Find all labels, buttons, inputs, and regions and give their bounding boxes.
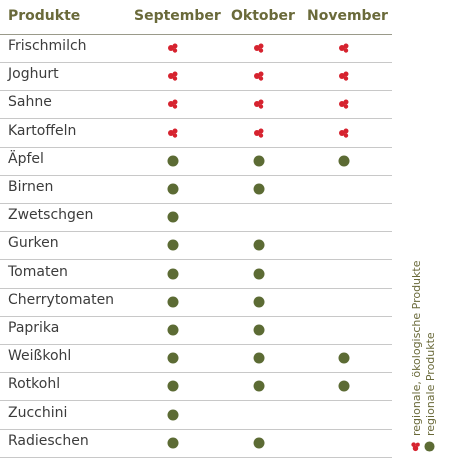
regional-dot-icon [338,155,350,167]
table-row: Kartoffeln [0,119,392,148]
organic-leaf-icon [254,43,264,53]
regional-dot-icon [338,380,350,392]
table-row: Frischmilch [0,34,392,63]
regional-dot-icon [167,183,179,195]
product-name: Radieschen [8,432,89,449]
regional-dot-icon [167,268,179,280]
regional-dot-icon [424,441,435,452]
regional-dot-icon [167,352,179,364]
table-row: Gurken [0,231,392,261]
product-name: Sahne [8,94,52,111]
legend-rotated: regionale, ökologische Produkte regional… [402,258,450,454]
organic-leaf-icon [168,128,178,138]
header-products: Produkte [8,8,81,24]
organic-leaf-icon [168,71,178,81]
organic-leaf-icon [254,99,264,110]
header-oktober: Oktober [231,8,295,24]
header-november: November [307,8,388,24]
regional-dot-icon [167,155,179,167]
table-row: Birnen [0,175,392,204]
legend-organic-label: regionale, ökologische Produkte [410,260,423,436]
organic-leaf-icon [411,442,420,452]
regional-dot-icon [167,437,179,449]
regional-dot-icon [253,155,265,167]
product-name: Cherrytomaten [8,291,115,308]
regional-dot-icon [167,409,179,421]
header-september: September [134,8,221,24]
regional-dot-icon [253,239,265,251]
regional-dot-icon [167,324,179,336]
organic-leaf-icon [339,71,349,81]
legend-regional-label: regionale Produkte [424,332,437,436]
organic-leaf-icon [254,128,264,138]
product-name: Frischmilch [8,38,87,54]
product-name: Gurken [8,235,59,252]
regional-dot-icon [167,211,179,223]
regional-dot-icon [338,352,350,364]
product-name: Rotkohl [8,376,61,393]
table-row: Zucchini [0,401,392,430]
regional-dot-icon [167,239,179,251]
regional-dot-icon [167,380,179,392]
product-name: Paprika [8,320,60,336]
product-name: Joghurt [8,66,59,83]
product-name: Weißkohl [8,348,72,365]
organic-leaf-icon [168,43,178,53]
table-row: Radieschen [0,429,392,458]
organic-leaf-icon [168,99,178,110]
regional-dot-icon [253,324,265,336]
regional-dot-icon [253,437,265,449]
product-name: Äpfel [8,150,44,167]
product-name: Zucchini [8,404,68,421]
regional-dot-icon [253,296,265,308]
table-row: Sahne [0,90,392,120]
regional-dot-icon [253,268,265,280]
table-row: Zwetschgen [0,203,392,233]
organic-leaf-icon [339,43,349,53]
organic-leaf-icon [339,99,349,110]
regional-dot-icon [253,380,265,392]
regional-dot-icon [253,352,265,364]
table-row: Tomaten [0,260,392,289]
regional-dot-icon [167,296,179,308]
table-row: Rotkohl [0,372,392,402]
table-row: Cherrytomaten [0,288,392,317]
product-name: Kartoffeln [8,122,77,139]
table-row: Äpfel [0,147,392,176]
table-row: Weißkohl [0,344,392,374]
organic-leaf-icon [339,128,349,138]
product-name: Tomaten [8,263,68,280]
legend: regionale, ökologische Produkte regional… [402,258,450,454]
product-name: Zwetschgen [8,207,94,224]
organic-leaf-icon [254,71,264,81]
table-row: Joghurt [0,62,392,92]
product-name: Birnen [8,179,54,195]
regional-dot-icon [253,183,265,195]
table-row: Paprika [0,316,392,345]
table-header: Produkte September Oktober November [0,0,392,35]
